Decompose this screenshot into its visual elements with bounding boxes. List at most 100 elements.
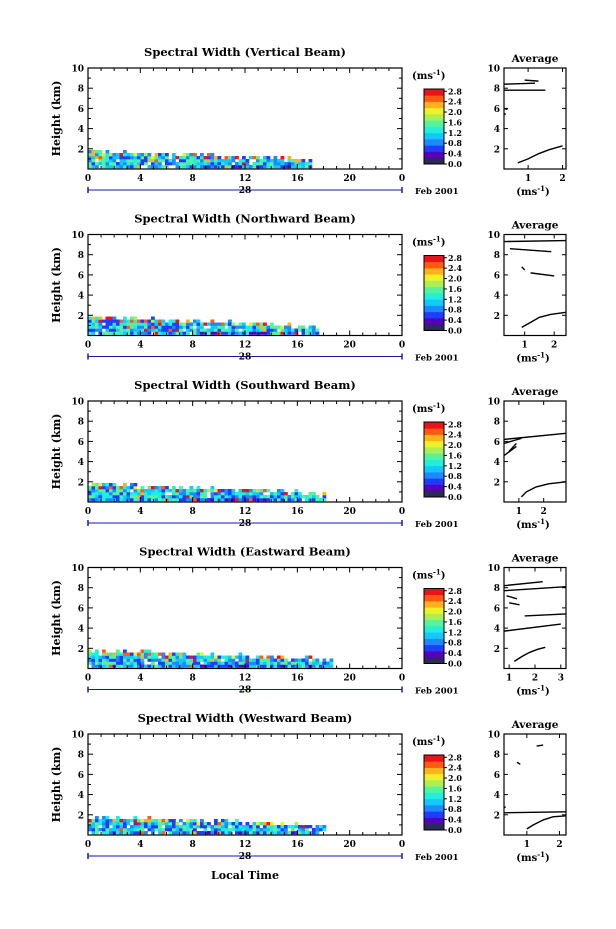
heatmap-cell [116, 328, 120, 332]
heatmap-cell [102, 649, 106, 653]
heatmap-cell [224, 825, 229, 829]
heatmap-cell [298, 825, 302, 829]
heatmap-cell [231, 661, 236, 665]
heatmap-cell [308, 328, 313, 332]
heatmap-cell [242, 328, 246, 332]
date-label: Feb 2001 [415, 520, 459, 530]
heatmap-cell [242, 331, 246, 335]
colorbar-segment [424, 823, 444, 831]
heatmap-cell [196, 328, 201, 332]
heatmap-cell [291, 498, 295, 502]
heatmap-cell [312, 498, 316, 502]
heatmap-cell [112, 483, 117, 487]
heatmap-cell [315, 831, 320, 835]
heatmap-cell [102, 495, 106, 499]
heatmap-cell [175, 828, 180, 832]
heatmap-cell [280, 828, 285, 832]
heatmap-cell [252, 165, 257, 169]
heatmap-cell [109, 319, 113, 323]
heatmap-cell [126, 498, 131, 502]
colorbar: 2.82.42.01.61.20.80.40.0 [423, 586, 462, 669]
average-x-tick-label: 3 [558, 674, 564, 684]
heatmap-cell [147, 165, 152, 169]
heatmap-cell [116, 319, 120, 323]
heatmap-cell [287, 325, 292, 329]
heatmap-cell [119, 658, 124, 662]
heatmap-cell [91, 489, 96, 493]
heatmap-cell [242, 828, 246, 832]
heatmap-cell [280, 328, 285, 332]
heatmap-cell [112, 828, 117, 832]
colorbar-segment [424, 644, 444, 652]
heatmap-cell [189, 156, 194, 160]
heatmap-cell [182, 652, 187, 656]
heatmap-cell [224, 495, 229, 499]
heatmap-cell [158, 819, 162, 823]
heatmap-cell [214, 492, 218, 496]
heatmap-cell [172, 655, 176, 659]
heatmap-cell [109, 819, 113, 823]
heatmap-cell [224, 661, 229, 665]
heatmap-cell [235, 819, 239, 823]
average-frame [503, 400, 567, 503]
heatmap-cell [144, 322, 148, 326]
colorbar-frame [423, 588, 445, 664]
heatmap-cell [95, 655, 99, 659]
heatmap-cell [210, 153, 215, 157]
heatmap-cell [235, 828, 239, 832]
heatmap-cell [186, 319, 190, 323]
heatmap-cell [165, 162, 169, 166]
heatmap-cell [98, 655, 103, 659]
heatmap-cell [105, 486, 110, 490]
heatmap-cell [95, 649, 99, 653]
heatmap-cell [291, 165, 295, 169]
heatmap-cell [182, 658, 187, 662]
heatmap-cell [214, 162, 218, 166]
heatmap-cell [217, 328, 222, 332]
heatmap-cell [91, 486, 96, 490]
heatmap-cell [189, 322, 194, 326]
heatmap-cell [207, 822, 211, 826]
heatmap-cell [207, 165, 211, 169]
heatmap-cell [291, 495, 295, 499]
heatmap-cell [242, 489, 246, 493]
heatmap-cell [186, 661, 190, 665]
heatmap-cell [294, 661, 299, 665]
heatmap-cell [179, 655, 183, 659]
heatmap-cell [263, 165, 267, 169]
heatmap-cell [140, 649, 145, 653]
heatmap-cell [266, 828, 271, 832]
heatmap-cell [280, 664, 285, 668]
heatmap-cell [298, 495, 302, 499]
heatmap-cell [277, 655, 281, 659]
heatmap-cell [238, 159, 243, 163]
x-tick-label: 0 [399, 341, 405, 351]
heatmap-cell [126, 658, 131, 662]
average-unit-label: (ms-1) [516, 184, 549, 198]
heatmap-cell [256, 658, 260, 662]
average-segment [524, 613, 567, 617]
heatmap-cell [105, 156, 110, 160]
heatmap-cell [179, 661, 183, 665]
heatmap-cell [224, 492, 229, 496]
heatmap-cell [210, 655, 215, 659]
average-y-tick-label: 2 [494, 312, 500, 322]
heatmap-cell [172, 162, 176, 166]
heatmap-cell [242, 655, 246, 659]
heatmap-cell [126, 828, 131, 832]
heatmap-cell [280, 498, 285, 502]
heatmap-cell [256, 661, 260, 665]
heatmap-cell [109, 483, 113, 487]
heatmap-cell [126, 486, 131, 490]
heatmap-cell [161, 331, 166, 335]
heatmap-cell [147, 649, 152, 653]
heatmap-cell [203, 322, 208, 326]
heatmap-cell [126, 489, 131, 493]
heatmap-cell [182, 159, 187, 163]
heatmap-cell [175, 831, 180, 835]
heatmap-cell [116, 655, 120, 659]
heatmap-cell [228, 322, 232, 326]
heatmap-cell [147, 489, 152, 493]
heatmap-cell [193, 658, 197, 662]
